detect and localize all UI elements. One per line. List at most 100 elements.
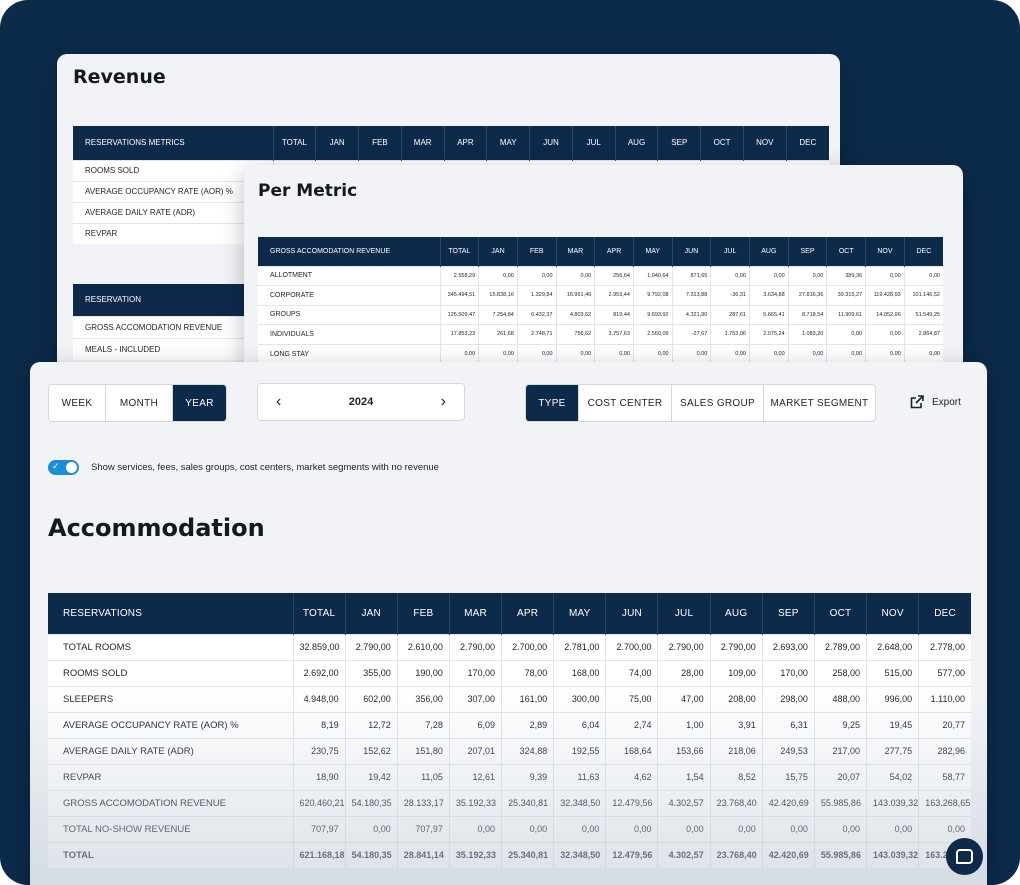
table-cell: 2.558,29 (439, 265, 479, 286)
table-cell: 11.909,61 (826, 304, 866, 325)
table-cell: 153,66 (657, 737, 711, 764)
table-cell: 18,90 (292, 763, 346, 790)
table-cell: 109,00 (709, 659, 763, 686)
table-cell: 17.853,23 (439, 324, 479, 344)
table-cell: 12.479,56 (605, 789, 658, 816)
column-header: DEC (918, 593, 971, 634)
table-cell: 4,62 (605, 763, 658, 790)
column-header: APR (443, 126, 487, 160)
table-cell: 871,65 (671, 265, 711, 286)
row-label: TOTAL (48, 841, 293, 868)
column-header: MAY (486, 126, 530, 160)
row-label: TOTAL NO-SHOW REVENUE (48, 815, 293, 842)
table-cell: 0,00 (605, 815, 658, 842)
table-cell: 249,53 (761, 737, 815, 764)
table-cell: 2.693,00 (761, 633, 815, 660)
chevron-right-icon[interactable]: › (440, 393, 446, 410)
table-cell: 78,00 (501, 659, 554, 686)
revenue-title: Revenue (73, 66, 166, 88)
column-header: JUL (710, 237, 750, 266)
table-cell: 4.321,90 (671, 304, 711, 325)
group-tab-sales-group[interactable]: SALES GROUP (671, 385, 763, 421)
table-cell: 14.052,96 (865, 304, 905, 325)
reservations-table: RESERVATIONS TOTAL JAN FEB MAR APR MAY JUN JUL AU… (48, 593, 971, 868)
table-cell: 0,00 (657, 815, 711, 842)
table-cell: 4.948,00 (292, 685, 346, 712)
table-cell: 2.781,00 (553, 633, 606, 660)
group-tab-market-segment[interactable]: MARKET SEGMENT (763, 385, 875, 421)
period-tab-month[interactable]: MONTH (105, 385, 172, 421)
export-button[interactable]: Export (910, 395, 961, 409)
period-tab-year[interactable]: YEAR (172, 385, 226, 421)
no-revenue-toggle-row: ✓ Show services, fees, sales groups, cos… (48, 460, 439, 475)
table-cell: 282,96 (918, 737, 971, 764)
table-row: ALLOTMENT 2.558,29 0,00 0,00 0,00 256,64 1.040… (258, 265, 943, 286)
row-label: LONG STAY (258, 343, 440, 364)
group-tab-type[interactable]: TYPE (526, 385, 578, 421)
table-cell: 324,88 (501, 737, 554, 764)
toggle-label: Show services, fees, sales groups, cost … (91, 462, 439, 473)
column-header: AUG (614, 126, 658, 160)
table-cell: 488,00 (813, 685, 867, 712)
table-row: ROOMS SOLD 2.692,00 355,00 190,00 170,00 78,0… (48, 659, 971, 686)
table-cell: 27.816,36 (787, 285, 827, 305)
column-header: TOTAL (292, 593, 346, 634)
table-cell: 170,00 (448, 659, 502, 686)
table-cell: 277,75 (866, 737, 919, 764)
column-header: NOV (742, 126, 787, 160)
row-label: INDIVIDUALS (258, 324, 440, 344)
table-cell: 1.753,06 (710, 324, 750, 344)
per-metric-card: Per Metric GROSS ACCOMODATION REVENUE TOT… (244, 165, 963, 375)
table-cell: 0,00 (826, 343, 866, 364)
table-cell: 2.953,44 (594, 285, 634, 305)
table-cell: 2,74 (605, 711, 658, 738)
table-cell: 256,64 (594, 265, 634, 286)
gross-revenue-table: GROSS ACCOMODATION REVENUE TOTAL JAN FEB MAR… (258, 237, 943, 364)
table-cell: 819,44 (594, 304, 634, 325)
column-header: OCT (813, 593, 867, 634)
table-cell: 0,00 (813, 815, 867, 842)
table-row: CORPORATE 345.494,51 15.838,16 1.329,84 16.9… (258, 285, 943, 305)
table-cell: 0,00 (866, 815, 919, 842)
external-link-icon (910, 395, 924, 409)
table-cell: 620.460,21 (292, 789, 346, 816)
row-label: GROSS ACCOMODATION REVENUE (73, 315, 273, 338)
no-revenue-toggle[interactable]: ✓ (48, 460, 79, 475)
column-header: MAY (553, 593, 606, 634)
table-cell: 152,62 (344, 737, 398, 764)
row-label: ALLOTMENT (258, 265, 440, 286)
column-header: FEB (396, 593, 450, 634)
column-header: TOTAL (439, 237, 479, 266)
row-label: SLEEPERS (48, 685, 293, 712)
table-cell: 51.549,25 (903, 304, 943, 325)
period-tab-week[interactable]: WEEK (61, 397, 93, 409)
chat-button[interactable] (946, 838, 983, 875)
table-cell: 11,63 (553, 763, 606, 790)
check-icon: ✓ (52, 461, 60, 471)
table-cell: 3.634,88 (749, 285, 789, 305)
table-cell: 2.778,00 (918, 633, 971, 660)
table-cell: 2.075,24 (749, 324, 789, 344)
table-cell: 2.748,71 (516, 324, 557, 344)
table-cell: 47,00 (657, 685, 711, 712)
table-cell: 28,00 (657, 659, 711, 686)
table-cell: 217,00 (813, 737, 867, 764)
table-cell: 32.859,00 (292, 633, 346, 660)
column-header: NOV (866, 593, 919, 634)
table-cell: 125.509,47 (439, 304, 479, 325)
column-header: DEC (903, 237, 943, 266)
table-cell: 15,75 (761, 763, 815, 790)
table-cell: 28.133,17 (396, 789, 450, 816)
table-cell: 621.168,18 (292, 841, 346, 868)
period-selector: WEEK MONTH YEAR (48, 384, 227, 422)
table-cell: 261,68 (478, 324, 518, 344)
table-cell: 75,00 (605, 685, 658, 712)
table-cell: 0,00 (709, 815, 763, 842)
column-header: JAN (315, 126, 359, 160)
group-tab-cost-center[interactable]: COST CENTER (578, 385, 671, 421)
table-cell: 0,00 (516, 265, 557, 286)
chevron-left-icon[interactable]: ‹ (276, 393, 282, 410)
group-by-selector: TYPE COST CENTER SALES GROUP MARKET SEGMENT (525, 384, 876, 422)
table-cell: 2.790,00 (657, 633, 711, 660)
column-header: SEP (657, 126, 701, 160)
